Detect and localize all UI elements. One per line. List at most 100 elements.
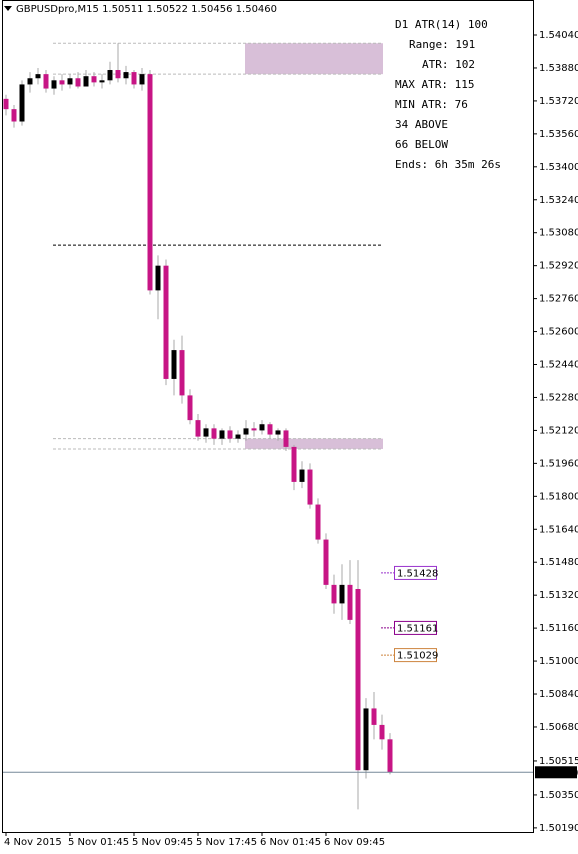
y-tick-label: 1.52600 <box>539 327 578 338</box>
info-text: 66 BELOW <box>395 138 448 151</box>
info-text: Range: 191 <box>409 38 475 51</box>
candle-body <box>227 430 233 439</box>
current-price-label: 1.50460 <box>537 768 578 779</box>
y-tick-label: 1.54040 <box>539 30 578 41</box>
y-tick-label: 1.52920 <box>539 261 578 272</box>
candle-body <box>91 76 97 83</box>
price-marker-label: 1.51029 <box>397 651 438 662</box>
info-text: D1 ATR(14) 100 <box>395 18 488 31</box>
y-tick-label: 1.50515 <box>539 756 578 767</box>
y-tick-label: 1.53240 <box>539 195 578 206</box>
candle-body <box>3 98 9 110</box>
y-tick-label: 1.50840 <box>539 689 578 700</box>
candle-body <box>299 469 305 482</box>
candle-body <box>11 109 17 122</box>
candle-body <box>211 428 217 439</box>
candle-body <box>179 350 185 396</box>
y-tick-label: 1.51480 <box>539 557 578 568</box>
plot-border <box>2 0 534 833</box>
candle-body <box>107 70 113 81</box>
y-tick-label: 1.51960 <box>539 458 578 469</box>
x-tick-label: 4 Nov 2015 <box>4 837 62 848</box>
candle-body <box>259 424 265 431</box>
info-text: MIN ATR: 76 <box>395 98 468 111</box>
x-tick-label: 5 Nov 09:45 <box>132 837 193 848</box>
candle-body <box>43 74 49 89</box>
price-marker-box <box>394 565 437 580</box>
y-tick-label: 1.52120 <box>539 425 578 436</box>
y-tick-label: 1.53720 <box>539 96 578 107</box>
price-marker-label: 1.51428 <box>397 568 438 579</box>
x-tick-label: 6 Nov 01:45 <box>260 837 321 848</box>
candle-body <box>355 588 361 771</box>
price-marker-box <box>394 620 437 635</box>
candle-body <box>387 739 393 773</box>
candle-body <box>195 420 201 437</box>
candle-body <box>131 72 137 85</box>
price-marker-label: 1.51161 <box>397 623 438 634</box>
candle-body <box>371 708 377 725</box>
candle-body <box>235 434 241 439</box>
chart-title: GBPUSDpro,M15 1.50511 1.50522 1.50456 1.… <box>16 4 277 15</box>
candle-body <box>83 76 89 87</box>
candle-body <box>203 428 209 437</box>
y-tick-label: 1.53400 <box>539 162 578 173</box>
candle-body <box>67 78 73 85</box>
candle-body <box>171 350 177 379</box>
candle-body <box>323 539 329 585</box>
info-text: 34 ABOVE <box>395 118 448 131</box>
info-text: Ends: 6h 35m 26s <box>395 158 501 171</box>
price-marker-box <box>394 648 437 663</box>
info-text: MAX ATR: 115 <box>395 78 474 91</box>
x-tick-label: 6 Nov 09:45 <box>324 837 385 848</box>
candle-body <box>51 80 57 89</box>
y-tick-label: 1.50190 <box>539 823 578 834</box>
candle-body <box>339 584 345 604</box>
x-tick-label: 5 Nov 17:45 <box>196 837 257 848</box>
y-tick-label: 1.51800 <box>539 491 578 502</box>
candle-body <box>27 78 33 85</box>
current-price-box <box>535 766 577 779</box>
y-tick-label: 1.50680 <box>539 722 578 733</box>
candle-body <box>115 70 121 79</box>
candle-body <box>379 724 385 740</box>
candle-body <box>59 80 65 85</box>
y-tick-label: 1.52280 <box>539 392 578 403</box>
candle-body <box>99 80 105 83</box>
y-tick-label: 1.51320 <box>539 590 578 601</box>
candle-body <box>163 265 169 379</box>
candle-body <box>139 74 145 85</box>
candle-body <box>243 428 249 435</box>
y-tick-label: 1.51160 <box>539 623 578 634</box>
candle-body <box>147 74 153 291</box>
candle-body <box>35 74 41 79</box>
candle-body <box>347 584 353 620</box>
candle-body <box>363 708 369 771</box>
menu-triangle <box>4 6 12 11</box>
candle-body <box>187 395 193 421</box>
zone <box>245 438 383 449</box>
info-text: ATR: 102 <box>422 58 475 71</box>
candle-body <box>315 504 321 540</box>
candle-body <box>219 430 225 439</box>
candle-body <box>307 469 313 505</box>
y-tick-label: 1.52440 <box>539 360 578 371</box>
candle-body <box>19 84 25 122</box>
y-tick-label: 1.53560 <box>539 129 578 140</box>
candle-body <box>155 265 161 291</box>
candle-body <box>291 446 297 482</box>
y-tick-label: 1.52760 <box>539 294 578 305</box>
y-tick-label: 1.53080 <box>539 228 578 239</box>
candle-body <box>267 424 273 435</box>
candle-body <box>331 584 337 604</box>
candle-body <box>123 72 129 79</box>
candle-body <box>75 78 81 87</box>
x-tick-label: 5 Nov 01:45 <box>68 837 129 848</box>
y-tick-label: 1.51000 <box>539 656 578 667</box>
zone <box>245 43 383 75</box>
y-tick-label: 1.51640 <box>539 524 578 535</box>
candle-body <box>275 430 281 435</box>
candle-body <box>251 428 257 431</box>
